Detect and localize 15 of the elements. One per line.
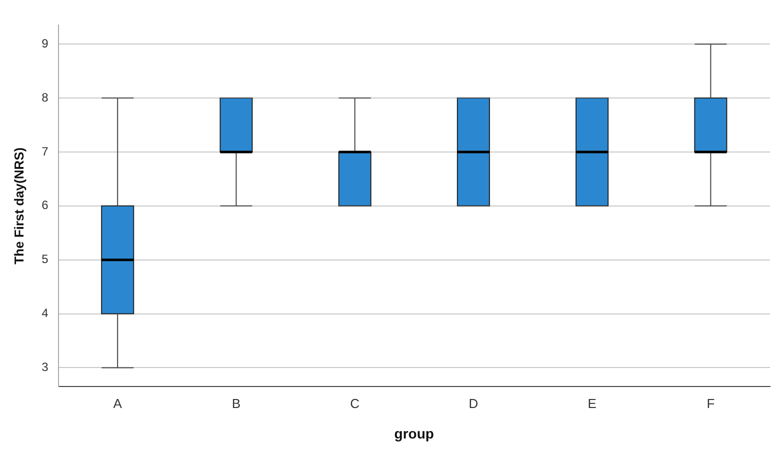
y-tick-label: 8 — [42, 90, 49, 104]
y-tick-label: 6 — [42, 198, 49, 212]
x-tick-label: A — [113, 396, 122, 411]
x-tick-label: C — [350, 396, 360, 411]
y-tick-label: 7 — [42, 144, 49, 158]
x-tick-label: D — [468, 396, 478, 411]
x-tick-label: B — [232, 396, 241, 411]
x-tick-label: F — [706, 396, 715, 411]
y-tick-label: 3 — [42, 360, 49, 374]
y-axis-title: The First day(NRS) — [11, 147, 26, 264]
x-axis-title: group — [394, 425, 434, 442]
y-tick-label: 4 — [42, 306, 49, 320]
x-tick-label: E — [588, 396, 597, 411]
y-tick-label: 5 — [42, 252, 49, 266]
y-tick-label: 9 — [42, 36, 49, 50]
